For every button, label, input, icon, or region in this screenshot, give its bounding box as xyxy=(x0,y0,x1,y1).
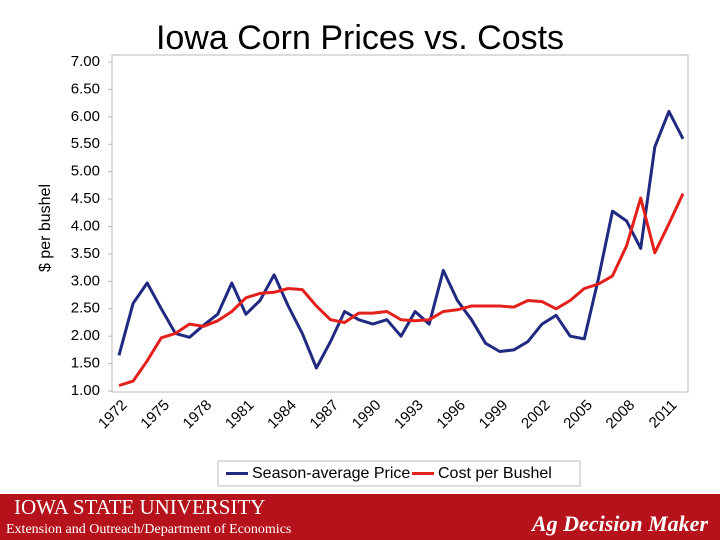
x-tick-label: 1981 xyxy=(222,397,258,433)
legend-label: Season-average Price xyxy=(252,465,410,482)
plot-frame xyxy=(111,54,689,393)
legend-label: Cost per Bushel xyxy=(438,465,552,482)
x-tick-label: 1987 xyxy=(307,397,343,433)
footer-band xyxy=(0,494,720,540)
y-tick-label: 1.50 xyxy=(71,355,100,372)
y-tick-label: 3.00 xyxy=(71,272,100,289)
x-tick-label: 2002 xyxy=(518,397,554,433)
y-tick-label: 4.00 xyxy=(71,217,100,234)
y-tick-label: 3.50 xyxy=(71,245,100,262)
x-tick-label: 2011 xyxy=(646,397,681,432)
y-tick-label: 2.50 xyxy=(71,300,100,317)
y-tick-label: 5.50 xyxy=(71,135,100,152)
x-tick-label: 1975 xyxy=(137,397,173,433)
x-tick-label: 1984 xyxy=(264,397,300,433)
x-tick-label: 1999 xyxy=(476,397,512,433)
x-tick-label: 1993 xyxy=(391,397,427,433)
x-tick-label: 1990 xyxy=(349,397,385,433)
x-tick-label: 2005 xyxy=(560,397,596,433)
series-line xyxy=(117,109,685,370)
footer-department: Extension and Outreach/Department of Eco… xyxy=(6,522,291,537)
y-tick-label: 5.00 xyxy=(71,163,100,180)
footer-university: Iowa State University xyxy=(14,495,265,519)
x-tick-label: 1996 xyxy=(433,397,469,433)
y-axis-label: $ per bushel xyxy=(37,184,54,272)
y-tick-label: 7.00 xyxy=(71,53,100,70)
x-tick-label: 1978 xyxy=(180,397,216,433)
chart-title: Iowa Corn Prices vs. Costs xyxy=(156,19,564,57)
y-tick-label: 2.00 xyxy=(71,327,100,344)
legend-box xyxy=(217,460,581,487)
y-tick-label: 6.00 xyxy=(71,108,100,125)
x-tick-label: 2008 xyxy=(603,397,639,433)
y-tick-label: 6.50 xyxy=(71,80,100,97)
footer-program: Ag Decision Maker xyxy=(530,511,708,536)
series-line xyxy=(118,192,685,387)
x-tick-label: 1972 xyxy=(95,397,131,433)
y-tick-label: 1.00 xyxy=(71,382,100,399)
y-tick-label: 4.50 xyxy=(71,190,100,207)
